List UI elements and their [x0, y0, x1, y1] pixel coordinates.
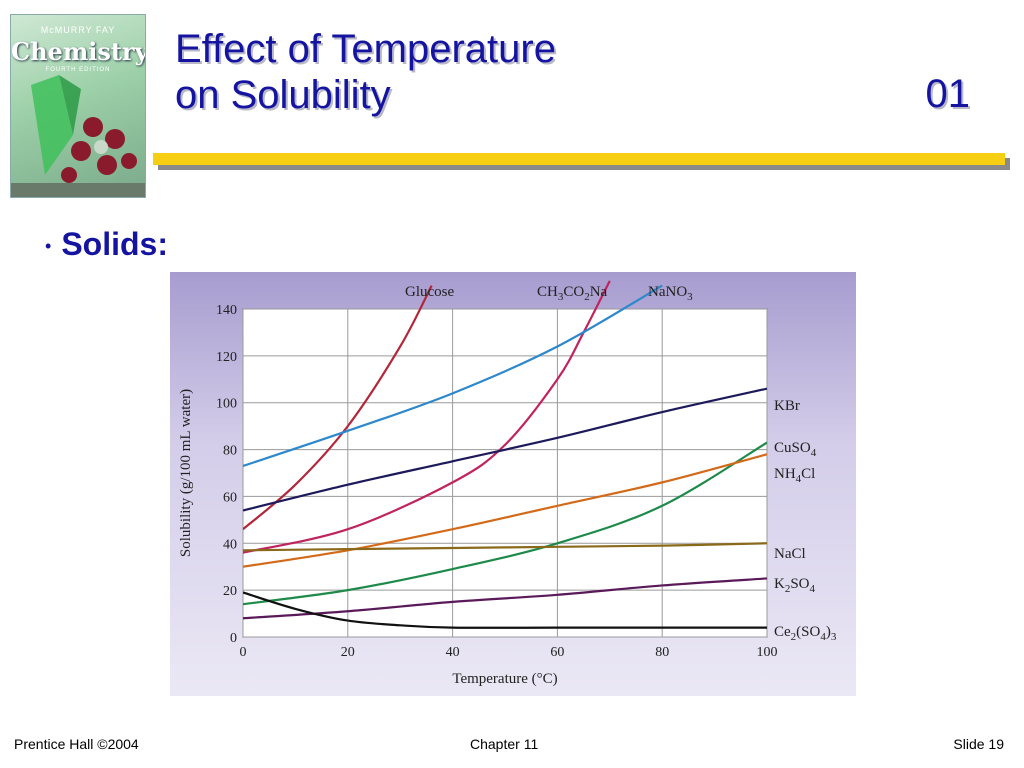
series-line — [243, 441, 767, 606]
slide-title-line-2: on Solubility — [175, 73, 391, 117]
series-line — [243, 542, 767, 552]
slide-title: Effect of Temperature on Solubility — [175, 26, 975, 118]
x-tick-label: 40 — [446, 645, 460, 660]
logo-edition: FOURTH EDITION — [45, 67, 111, 73]
series-line — [243, 591, 767, 629]
y-tick-label: 120 — [216, 350, 237, 365]
series-line — [243, 285, 433, 531]
y-tick-label: 60 — [223, 490, 237, 505]
molecule-illustration — [11, 75, 145, 197]
x-tick-label: 60 — [550, 645, 564, 660]
solubility-chart-svg: 0 20 40 60 80 100 120 140 0 20 40 60 80 100 Temperatur… — [178, 280, 837, 687]
y-axis-label: Solubility (g/100 mL water) — [178, 389, 194, 557]
slide-title-line-1: Effect of Temperature — [175, 27, 556, 71]
series-label: Ce2(SO4)3 — [774, 624, 837, 643]
series-line — [243, 284, 663, 468]
series-label: NaNO3 — [648, 284, 693, 303]
series-label: CH3CO2Na — [537, 284, 608, 303]
title-rule — [153, 153, 1005, 165]
x-tick-label: 100 — [757, 645, 778, 660]
y-tick-label: 80 — [223, 444, 237, 459]
series-label: NaCl — [774, 546, 806, 562]
slide-title-number: 01 — [925, 72, 971, 116]
plot-area — [242, 308, 768, 638]
series-line — [243, 577, 767, 620]
footer-slide-number: Slide 19 — [953, 736, 1004, 752]
series-label: K2SO4 — [774, 576, 816, 595]
x-axis-label: Temperature (°C) — [452, 671, 557, 687]
series-label: CuSO4 — [774, 440, 817, 459]
bullet-text: Solids: — [61, 226, 168, 262]
y-tick-label: 20 — [223, 584, 237, 599]
footer-chapter: Chapter 11 — [470, 736, 539, 752]
y-tick-label: 140 — [216, 303, 237, 318]
series-label: Glucose — [405, 284, 454, 300]
x-tick-label: 80 — [655, 645, 669, 660]
x-tick-label: 20 — [341, 645, 355, 660]
bullet-dot-icon: • — [45, 236, 52, 257]
series-label: NH4Cl — [774, 466, 815, 485]
textbook-cover-logo: McMURRY FAY Chemistry FOURTH EDITION — [10, 14, 146, 198]
series-line — [243, 453, 767, 568]
footer-publisher: Prentice Hall ©2004 — [14, 736, 139, 752]
logo-authors: McMURRY FAY — [40, 25, 116, 35]
bullet-item: • Solids: — [45, 226, 168, 263]
x-tick-label: 0 — [240, 645, 247, 660]
y-tick-label: 0 — [230, 631, 237, 646]
y-tick-label: 40 — [223, 537, 237, 552]
solubility-chart: 0 20 40 60 80 100 120 140 0 20 40 60 80 100 Temperatur… — [170, 272, 856, 696]
y-tick-label: 100 — [216, 397, 237, 412]
logo-title: Chemistry — [11, 37, 146, 66]
series-label: KBr — [774, 398, 800, 414]
series-line — [243, 387, 767, 512]
